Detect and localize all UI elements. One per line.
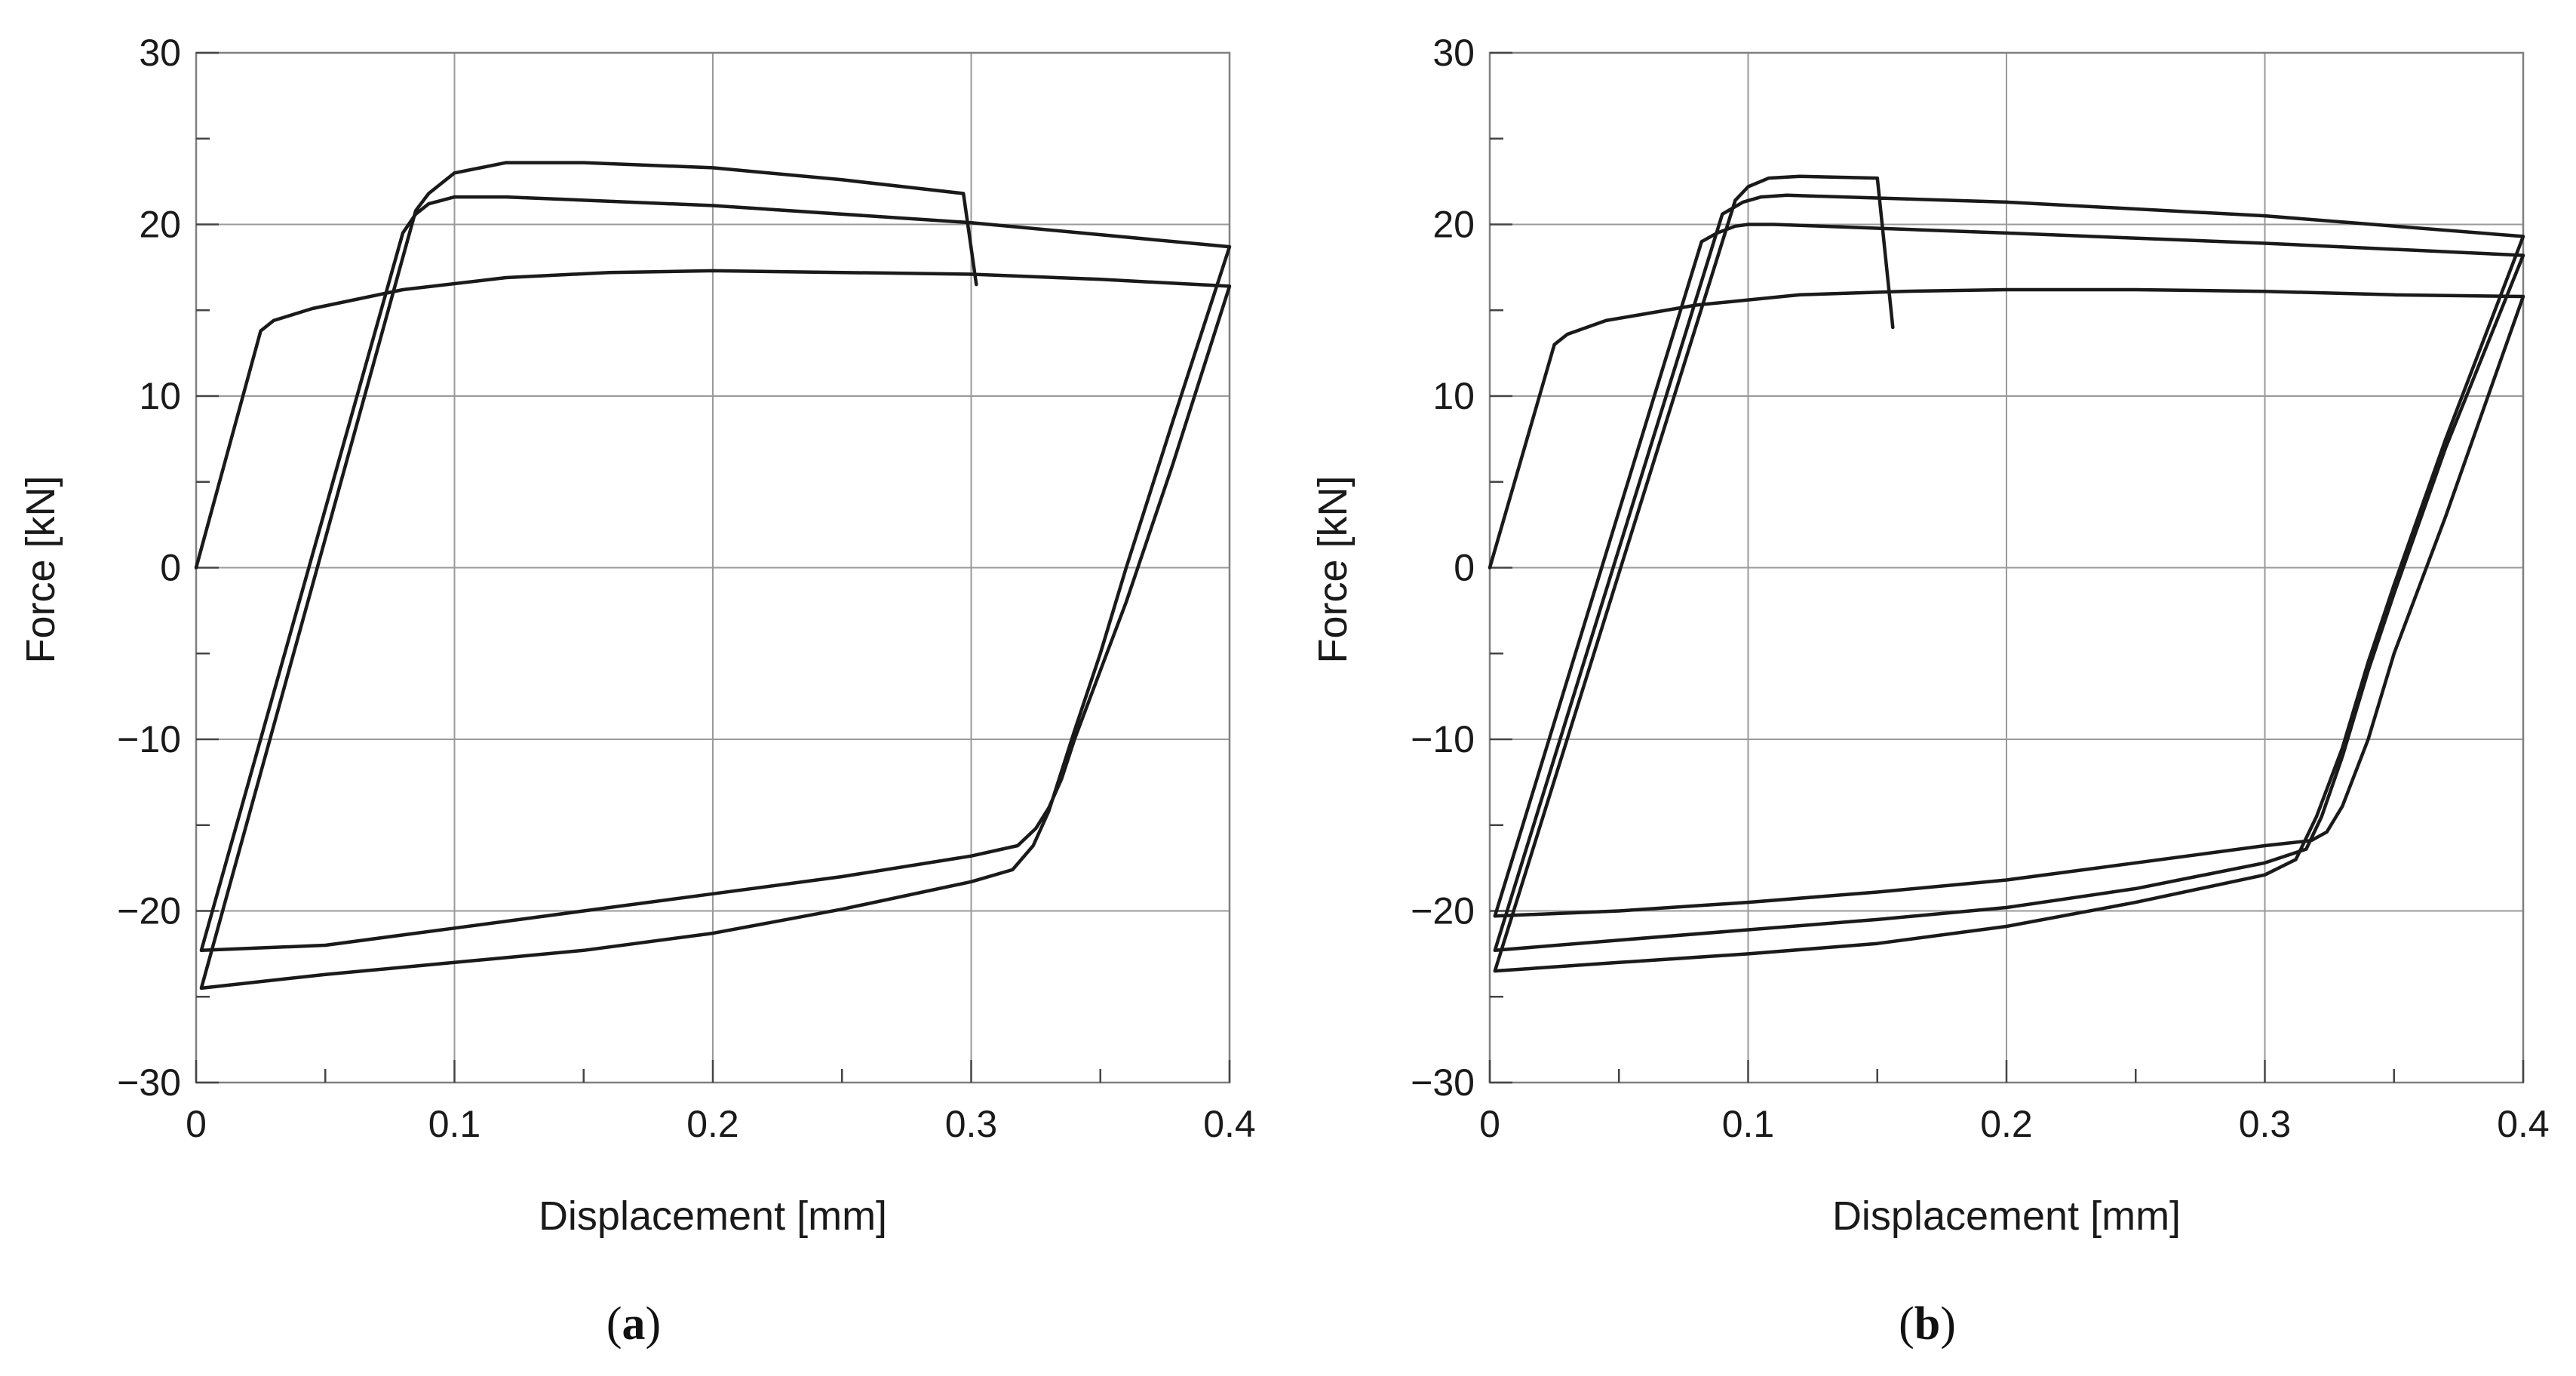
panel-a-x-tick-labels: 0 0.1 0.2 0.3 0.4 xyxy=(186,1103,1256,1145)
panel-b-x-axis-title: Displacement [mm] xyxy=(1832,1193,2181,1239)
panel-a: 0 0.1 0.2 0.3 0.4 −30 −20 −10 0 10 20 30 Displacem… xyxy=(18,32,1256,1350)
panel-a-ticks xyxy=(195,51,1231,1084)
panel-a-x-tick-label-1: 0.1 xyxy=(428,1103,481,1145)
panel-a-y-tick-label-6: 30 xyxy=(139,32,181,74)
panel-b-y-axis-title: Force [kN] xyxy=(1310,475,1356,663)
panel-b-x-tick-labels: 0 0.1 0.2 0.3 0.4 xyxy=(1479,1103,2550,1145)
panel-b-y-tick-label-3: 0 xyxy=(1454,547,1475,589)
panel-a-y-tick-label-4: 10 xyxy=(139,375,181,417)
panel-a-x-tick-label-3: 0.3 xyxy=(945,1103,998,1145)
panel-b-y-tick-label-5: 20 xyxy=(1432,204,1475,246)
panel-a-grid xyxy=(196,53,1230,1083)
panel-a-y-tick-label-3: 0 xyxy=(160,547,181,589)
panel-b: 0 0.1 0.2 0.3 0.4 −30 −20 −10 0 10 20 30 Displacem… xyxy=(1310,32,2550,1350)
panel-a-y-tick-label-0: −30 xyxy=(117,1061,181,1104)
panel-b-x-tick-label-2: 0.2 xyxy=(1980,1103,2033,1145)
panel-b-y-tick-label-0: −30 xyxy=(1411,1061,1475,1104)
panel-b-series-line xyxy=(1488,174,2525,973)
panel-a-label: (a) xyxy=(606,1298,661,1350)
panel-a-y-axis-title: Force [kN] xyxy=(18,475,63,663)
panel-b-x-tick-label-0: 0 xyxy=(1479,1103,1500,1145)
panel-a-y-tick-label-5: 20 xyxy=(139,204,181,246)
panel-a-x-tick-label-0: 0 xyxy=(186,1103,207,1145)
panel-a-x-tick-label-2: 0.2 xyxy=(686,1103,739,1145)
panel-b-x-tick-label-4: 0.4 xyxy=(2497,1103,2550,1145)
panel-b-ticks xyxy=(1488,51,2525,1084)
panel-a-x-axis-title: Displacement [mm] xyxy=(539,1193,887,1239)
panel-a-y-tick-labels: −30 −20 −10 0 10 20 30 xyxy=(117,32,181,1104)
panel-b-y-tick-label-4: 10 xyxy=(1432,375,1475,417)
panel-b-x-tick-label-1: 0.1 xyxy=(1722,1103,1775,1145)
panel-a-y-tick-label-1: −20 xyxy=(117,890,181,932)
panel-b-y-tick-label-6: 30 xyxy=(1432,32,1475,74)
panel-b-y-tick-label-1: −20 xyxy=(1411,890,1475,932)
panel-b-y-tick-label-2: −10 xyxy=(1411,718,1475,760)
panel-b-grid xyxy=(1490,53,2523,1083)
panel-b-label: (b) xyxy=(1899,1298,1956,1350)
panel-a-y-tick-label-2: −10 xyxy=(117,718,181,760)
panel-b-y-tick-labels: −30 −20 −10 0 10 20 30 xyxy=(1411,32,1475,1104)
panel-a-series-line xyxy=(194,161,1232,991)
panel-a-x-tick-label-4: 0.4 xyxy=(1203,1103,1256,1145)
panel-b-x-tick-label-3: 0.3 xyxy=(2239,1103,2292,1145)
